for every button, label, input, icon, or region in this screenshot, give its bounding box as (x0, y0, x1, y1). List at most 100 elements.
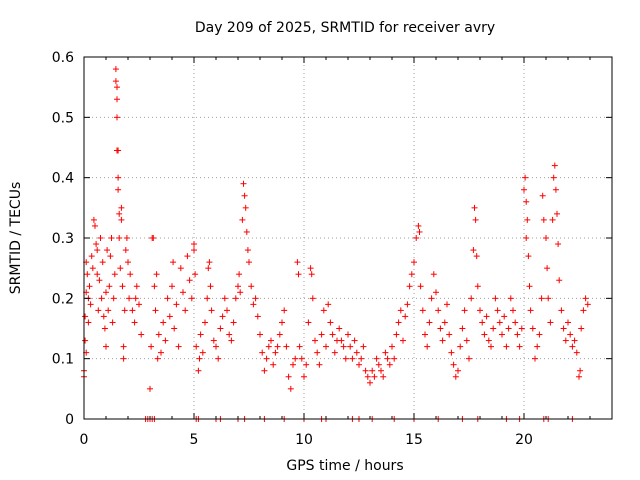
data-point (477, 307, 483, 314)
data-point (577, 367, 584, 374)
data-point (424, 343, 431, 350)
data-point (558, 307, 565, 314)
data-point (114, 114, 120, 121)
data-point (191, 241, 197, 248)
data-point (544, 265, 551, 272)
data-point (166, 313, 173, 320)
x-tick-label: 5 (190, 432, 199, 448)
data-point (99, 259, 106, 266)
data-point (526, 283, 533, 290)
data-point (103, 343, 109, 350)
data-point (279, 319, 285, 326)
data-point (338, 337, 345, 344)
data-point (448, 349, 455, 356)
data-point (309, 295, 316, 302)
data-point (320, 307, 327, 314)
data-point (105, 307, 112, 314)
x-tick-label: 15 (405, 432, 423, 448)
y-tick-label: 0.2 (52, 291, 74, 307)
data-point (518, 325, 525, 332)
data-point (514, 331, 521, 338)
data-point (196, 355, 203, 362)
data-point (391, 355, 398, 362)
data-point (123, 235, 130, 241)
data-point (378, 367, 384, 374)
data-point (232, 295, 239, 302)
data-point (84, 271, 91, 278)
data-point (242, 204, 249, 211)
data-point (276, 331, 283, 338)
data-point (422, 331, 428, 338)
data-point (471, 204, 478, 211)
data-point (551, 162, 558, 169)
data-point (116, 235, 123, 241)
data-point (193, 343, 200, 350)
data-point (463, 337, 470, 344)
data-point (567, 331, 574, 338)
data-point (261, 367, 268, 374)
data-point (106, 283, 113, 290)
data-point (547, 319, 554, 326)
data-point (323, 343, 329, 350)
data-point (213, 343, 219, 350)
data-point (263, 355, 270, 362)
data-point (521, 186, 527, 193)
data-point (110, 295, 117, 302)
data-point (367, 379, 373, 386)
data-point (287, 385, 294, 392)
data-point (117, 265, 124, 272)
data-point (86, 283, 93, 290)
data-point (525, 253, 532, 260)
data-point (158, 349, 164, 356)
data-point (524, 216, 531, 223)
data-point (202, 319, 208, 326)
data-point (353, 349, 360, 356)
data-point (419, 307, 426, 314)
data-point (349, 355, 356, 362)
data-point (329, 331, 336, 338)
data-point (496, 319, 503, 326)
data-point (129, 307, 136, 314)
data-point (114, 84, 120, 91)
data-point (371, 373, 378, 380)
data-point (290, 361, 296, 368)
data-point (298, 355, 305, 362)
data-point (154, 355, 161, 362)
data-point (237, 289, 244, 296)
data-point (150, 235, 157, 241)
data-point (527, 307, 534, 314)
data-point (170, 259, 177, 266)
grid-lines (84, 57, 612, 419)
data-point (195, 367, 202, 374)
data-point (210, 337, 217, 344)
data-point (177, 265, 184, 272)
data-point (408, 271, 415, 278)
data-point (532, 355, 538, 362)
data-point (395, 319, 402, 326)
data-point (479, 319, 486, 326)
data-point (239, 216, 246, 223)
data-point (103, 289, 109, 296)
data-point (94, 247, 101, 254)
data-point (85, 319, 92, 326)
x-tick-label: 20 (515, 432, 533, 448)
data-point (250, 301, 257, 308)
data-point (534, 343, 541, 350)
data-point (153, 271, 160, 278)
data-point (336, 325, 343, 332)
data-point (104, 247, 111, 254)
data-point (240, 180, 247, 187)
data-point (241, 192, 248, 199)
y-tick-label: 0.4 (52, 171, 74, 187)
data-point (272, 349, 279, 356)
y-tick-label: 0.6 (52, 50, 74, 66)
data-point (507, 295, 514, 302)
data-point (89, 265, 96, 272)
data-point (138, 331, 145, 338)
data-point (417, 283, 424, 290)
data-point (347, 343, 354, 350)
data-point (375, 361, 382, 368)
data-point (248, 283, 255, 290)
data-point (169, 283, 175, 290)
data-point (127, 271, 134, 278)
